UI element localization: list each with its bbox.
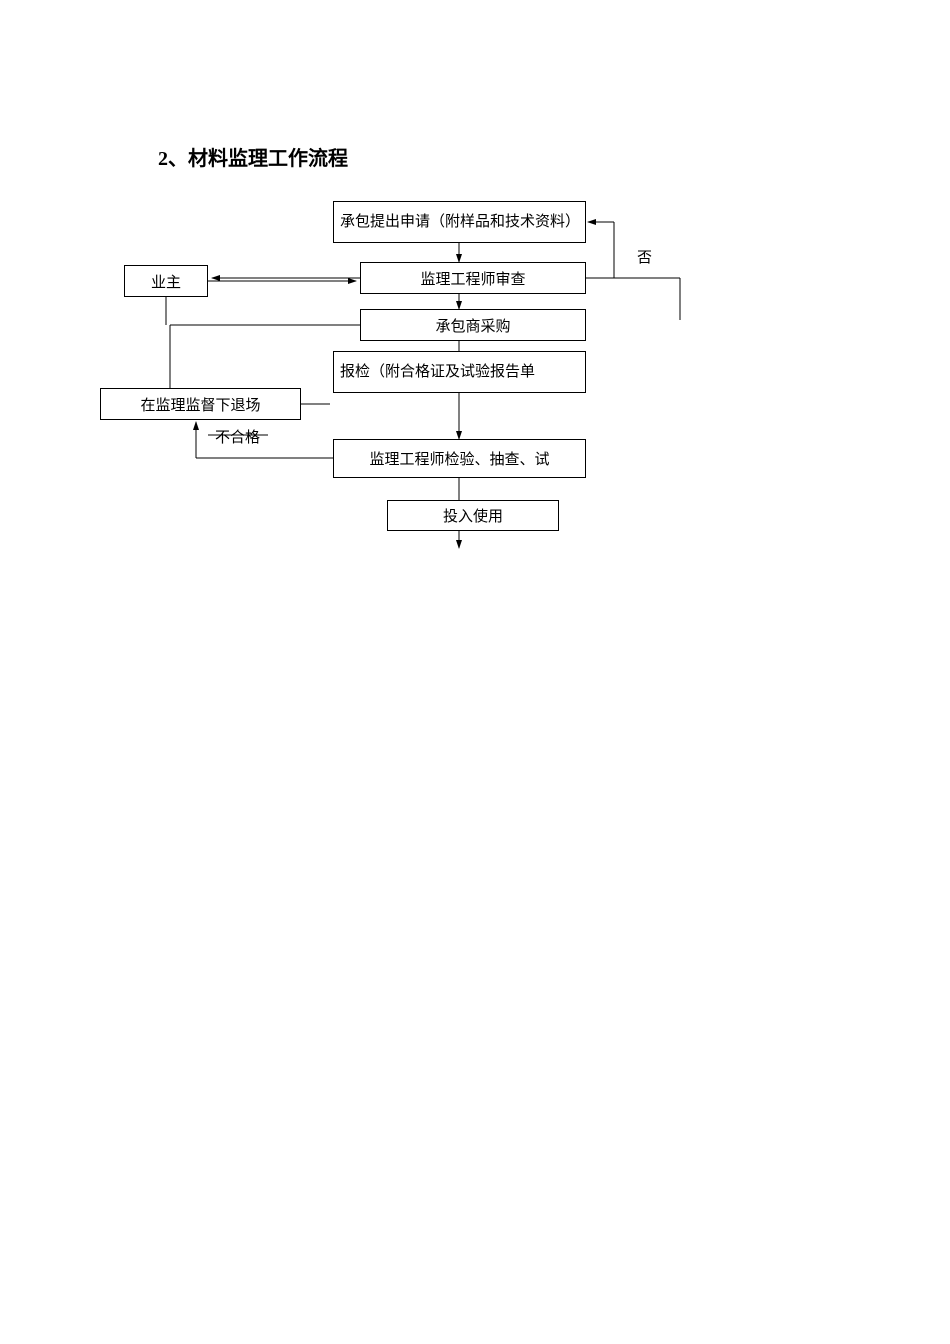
node-reject: 在监理监督下退场: [100, 388, 301, 420]
label-no: 否: [637, 246, 652, 267]
node-use: 投入使用: [387, 500, 559, 531]
node-inspect: 监理工程师检验、抽查、试: [333, 439, 586, 478]
label-fail: 不合格: [215, 426, 260, 447]
node-application: 承包提出申请（附样品和技术资料）: [333, 201, 586, 243]
node-application-text: 承包提出申请（附样品和技术资料）: [340, 213, 580, 232]
node-owner-text: 业主: [151, 271, 181, 292]
node-review-text: 监理工程师审查: [420, 268, 525, 289]
page-title: 2、材料监理工作流程: [158, 142, 348, 171]
node-submit-inspection: 报检（附合格证及试验报告单: [333, 351, 586, 393]
node-review: 监理工程师审查: [360, 262, 586, 294]
node-reject-text: 在监理监督下退场: [140, 394, 260, 415]
node-purchase-text: 承包商采购: [435, 315, 510, 336]
node-purchase: 承包商采购: [360, 309, 586, 341]
node-use-text: 投入使用: [443, 505, 503, 526]
node-inspect-text: 监理工程师检验、抽查、试: [369, 448, 549, 469]
node-owner: 业主: [124, 265, 208, 297]
node-submit-inspection-text: 报检（附合格证及试验报告单: [340, 363, 535, 382]
